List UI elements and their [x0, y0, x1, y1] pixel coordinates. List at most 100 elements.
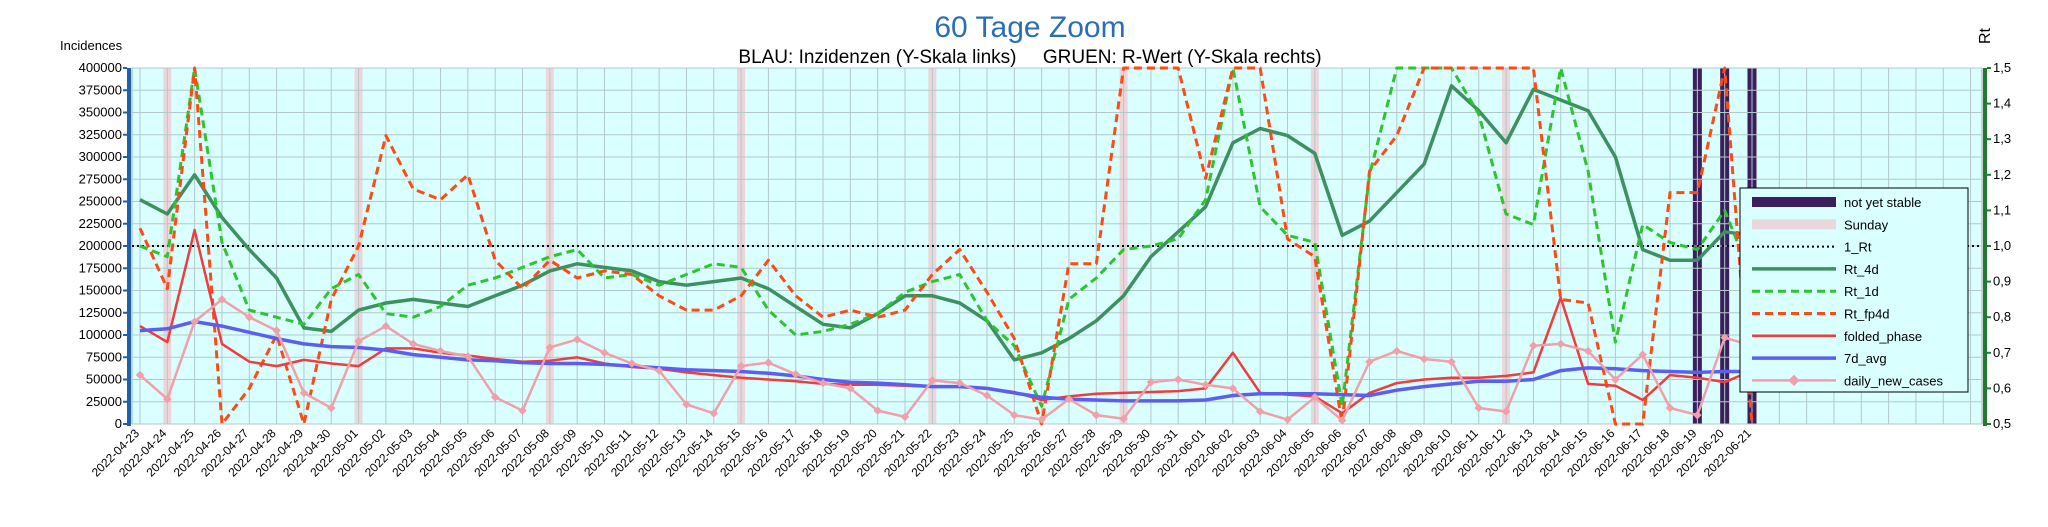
left-tick-label: 200000 — [79, 238, 122, 253]
left-tick-label: 225000 — [79, 216, 122, 231]
legend-label: 1_Rt — [1844, 240, 1872, 255]
daily-new-cases-point — [627, 359, 637, 368]
daily-new-cases-point — [1092, 410, 1101, 420]
daily-new-cases-point — [682, 400, 691, 409]
daily-new-cases-point — [327, 403, 336, 413]
legend-swatch — [1752, 197, 1836, 207]
legend-label: Rt_fp4d — [1844, 307, 1890, 322]
left-tick-label: 75000 — [86, 349, 122, 364]
right-tick-label: 1,1 — [1993, 202, 2011, 217]
right-tick-label: 1,3 — [1993, 131, 2011, 146]
daily-new-cases-point — [1583, 346, 1593, 356]
left-tick-label: 150000 — [79, 283, 122, 298]
daily-new-cases-point — [818, 378, 828, 388]
daily-new-cases-point — [791, 369, 800, 379]
legend-label: Sunday — [1844, 217, 1889, 232]
daily-new-cases-point — [1720, 333, 1729, 342]
legend-label: daily_new_cases — [1844, 373, 1944, 388]
daily-new-cases-point — [381, 321, 391, 331]
daily-new-cases-point — [928, 376, 937, 385]
left-tick-label: 175000 — [79, 260, 122, 275]
left-tick-label: 275000 — [79, 171, 122, 186]
left-tick-label: 0 — [115, 416, 122, 431]
left-tick-label: 25000 — [86, 394, 122, 409]
left-tick-label: 300000 — [79, 149, 122, 164]
daily-new-cases-point — [1037, 415, 1046, 424]
daily-new-cases-point — [600, 348, 609, 358]
chart-subtitle: BLAU: Inzidenzen (Y-Skala links) GRUEN: … — [738, 47, 1321, 68]
legend-label: Rt_4d — [1844, 262, 1879, 277]
daily-new-cases-point — [654, 366, 664, 375]
daily-new-cases-point — [1638, 350, 1647, 359]
left-axis-label: Incidences — [60, 38, 123, 53]
series-rt-1d — [139, 66, 1754, 408]
legend-label: not yet stable — [1844, 195, 1921, 210]
daily-new-cases-point — [764, 358, 773, 367]
daily-new-cases-point — [873, 406, 882, 415]
series-rt-4d — [139, 84, 1753, 362]
daily-new-cases-point — [1310, 393, 1320, 402]
left-tick-label: 350000 — [79, 105, 122, 120]
right-tick-label: 1,2 — [1993, 167, 2011, 182]
right-tick-label: 1,5 — [1993, 60, 2011, 75]
right-tick-label: 0,8 — [1993, 309, 2011, 324]
daily-new-cases-point — [490, 393, 500, 402]
daily-new-cases-point — [1010, 410, 1019, 420]
right-tick-label: 0,7 — [1993, 345, 2011, 360]
daily-new-cases-point — [1255, 407, 1265, 416]
daily-new-cases-point — [272, 326, 281, 335]
daily-new-cases-point — [736, 361, 746, 371]
daily-new-cases-point — [1064, 394, 1074, 404]
daily-new-cases-point — [1146, 377, 1156, 387]
daily-new-cases-point — [163, 394, 172, 404]
daily-new-cases-point — [846, 384, 855, 393]
daily-new-cases-point — [408, 339, 418, 349]
daily-new-cases-point — [135, 370, 145, 380]
left-tick-label: 375000 — [79, 82, 122, 97]
right-tick-label: 1,0 — [1993, 238, 2011, 253]
daily-new-cases-point — [1283, 415, 1292, 424]
daily-new-cases-point — [1501, 407, 1511, 416]
legend-marker — [1788, 374, 1800, 387]
right-tick-label: 1,4 — [1993, 96, 2011, 111]
daily-new-cases-point — [1611, 375, 1620, 384]
daily-new-cases-point — [1392, 346, 1402, 356]
series-rt-fp4d — [138, 66, 1754, 426]
daily-new-cases-point — [572, 335, 582, 344]
right-axis-label: Rt — [1977, 27, 1994, 44]
daily-new-cases-point — [217, 295, 227, 304]
legend-swatch — [1752, 219, 1836, 230]
daily-new-cases-point — [245, 312, 254, 322]
daily-new-cases-point — [1228, 384, 1238, 393]
right-tick-label: 0,6 — [1993, 380, 2011, 395]
legend-label: 7d_avg — [1844, 351, 1887, 366]
daily-new-cases-point — [955, 378, 964, 388]
daily-new-cases-point — [1201, 380, 1210, 390]
daily-new-cases-point — [1447, 357, 1456, 366]
daily-new-cases-point — [436, 346, 445, 356]
chart-title: 60 Tage Zoom — [934, 11, 1125, 44]
daily-new-cases-point — [1529, 341, 1538, 350]
legend-label: Rt_1d — [1844, 284, 1879, 299]
daily-new-cases-point — [1119, 414, 1128, 423]
daily-new-cases-point — [545, 343, 555, 352]
daily-new-cases-point — [463, 352, 473, 361]
left-tick-label: 125000 — [79, 305, 122, 320]
daily-new-cases-point — [518, 406, 527, 415]
series-7d-avg — [139, 319, 1752, 403]
daily-new-cases-point — [1665, 403, 1675, 413]
left-tick-label: 100000 — [79, 327, 122, 342]
daily-new-cases-point — [1173, 375, 1183, 384]
daily-new-cases-point — [900, 412, 910, 422]
daily-new-cases-point — [982, 391, 992, 400]
right-tick-label: 0,9 — [1993, 274, 2011, 289]
daily-new-cases-point — [190, 317, 199, 326]
daily-new-cases-point — [1337, 416, 1347, 425]
daily-new-cases-point — [1419, 354, 1429, 364]
left-tick-label: 325000 — [79, 127, 122, 142]
daily-new-cases-point — [299, 388, 309, 398]
daily-new-cases-point — [1474, 403, 1484, 413]
left-tick-label: 400000 — [79, 60, 122, 75]
legend-label: folded_phase — [1844, 329, 1922, 344]
